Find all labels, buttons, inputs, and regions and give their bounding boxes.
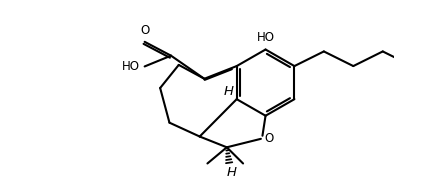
Text: HO: HO <box>257 31 275 44</box>
Text: HO: HO <box>122 60 140 73</box>
Text: H: H <box>226 166 237 179</box>
Text: O: O <box>141 24 150 37</box>
Text: O: O <box>264 132 273 145</box>
Text: H: H <box>223 85 233 98</box>
